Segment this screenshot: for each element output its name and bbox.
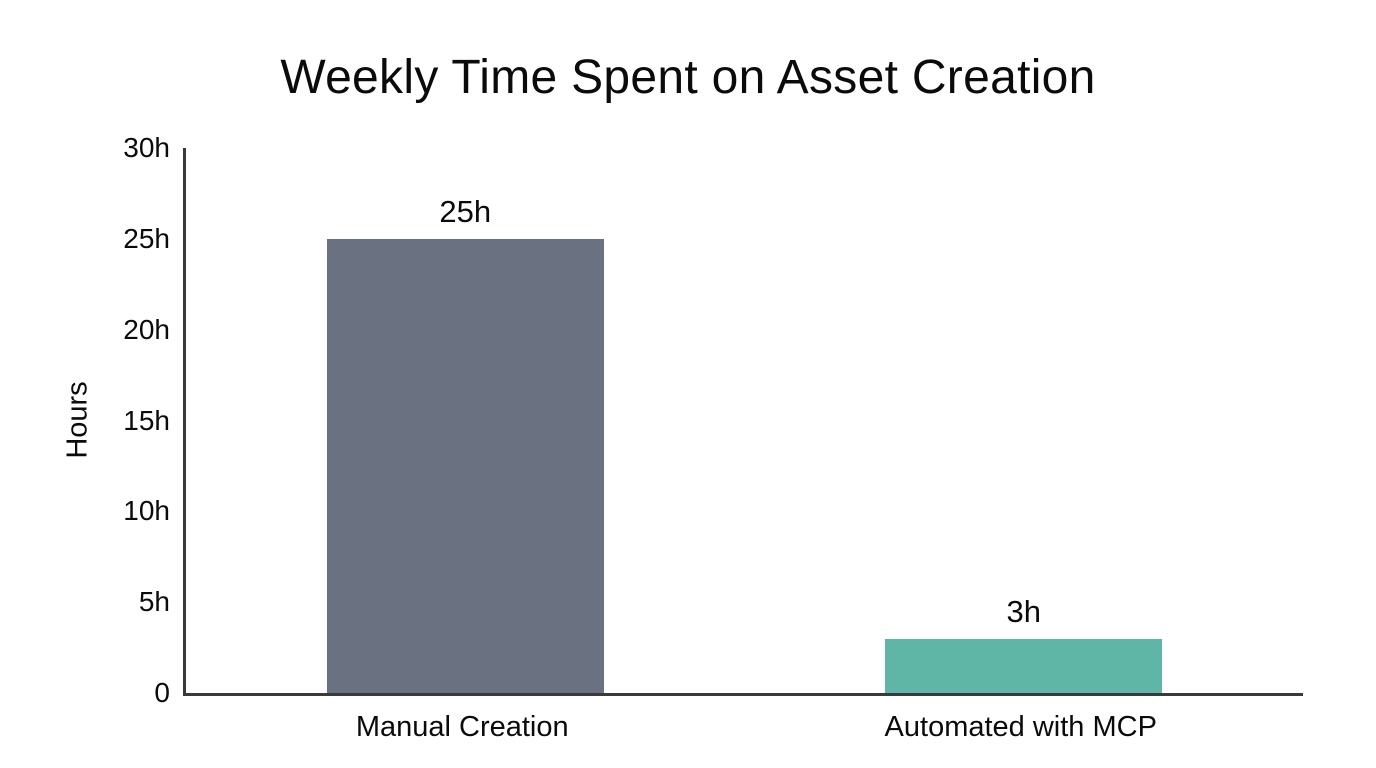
x-category-label: Manual Creation — [355, 711, 569, 743]
x-axis-category-labels: Manual Creation Automated with MCP — [183, 696, 1300, 766]
x-category-label: Automated with MCP — [884, 711, 1157, 743]
bar-value-label: 3h — [1006, 593, 1041, 629]
y-tick-label: 20h — [123, 313, 170, 345]
bar — [885, 638, 1163, 693]
bars-layer: 25h 3h — [186, 148, 1303, 693]
y-tick-label: 30h — [123, 132, 170, 163]
bar-value-label: 25h — [439, 193, 492, 229]
bar — [326, 238, 604, 693]
y-tick-label: 10h — [123, 495, 170, 527]
y-axis-tick-labels: 0 5h 10h 15h 20h 25h 30h — [60, 134, 170, 707]
y-tick-label: 5h — [138, 586, 170, 618]
chart-title: Weekly Time Spent on Asset Creation — [280, 51, 1096, 104]
y-tick-label: 0 — [154, 677, 170, 708]
y-tick-label: 25h — [123, 222, 170, 254]
y-tick-label: 15h — [123, 404, 170, 436]
plot-area: 25h 3h — [183, 148, 1303, 696]
